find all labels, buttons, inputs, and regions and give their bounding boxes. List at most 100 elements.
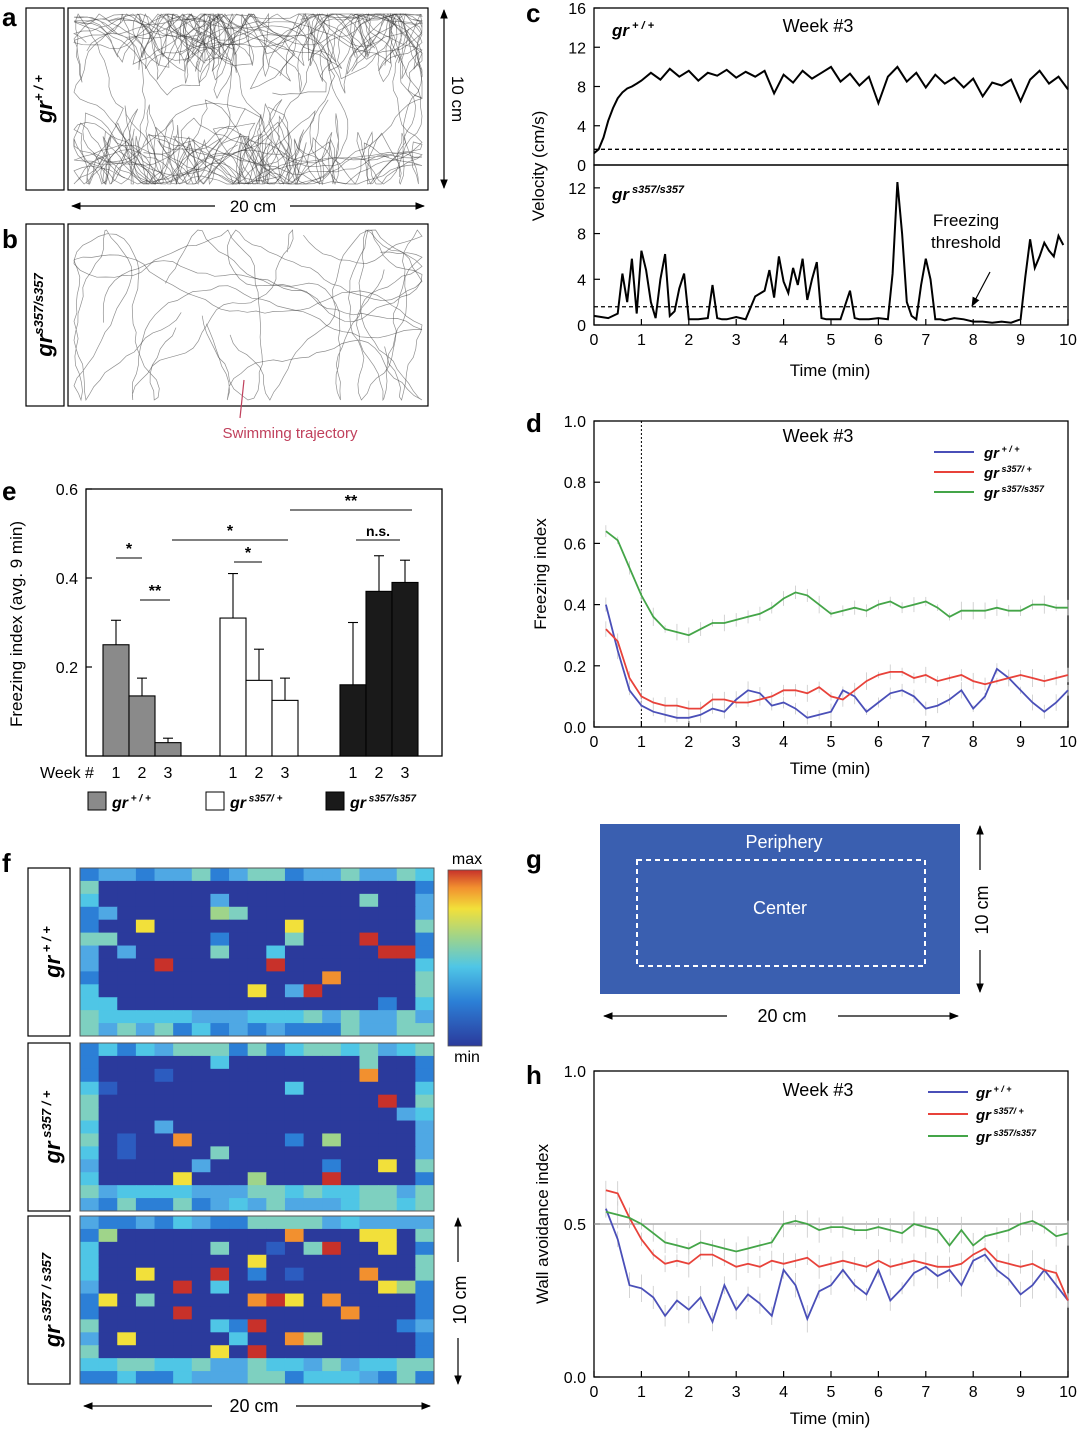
wall-avoidance-x-tick-label: 0 <box>590 1384 599 1401</box>
heatmap-cell <box>378 997 398 1011</box>
heatmap-cell <box>284 1159 305 1173</box>
heatmap-cell <box>229 1358 249 1372</box>
heatmap-cell <box>210 1345 230 1359</box>
heatmap-cell <box>378 1280 398 1295</box>
heatmap-cell <box>191 1332 211 1346</box>
velocity-bottom-y-tick-label: 12 <box>568 181 586 198</box>
heatmap-cell <box>98 1254 118 1269</box>
heatmap-cell <box>154 984 174 998</box>
heatmap-cell <box>154 1293 174 1307</box>
wall-avoidance-x-tick-label: 2 <box>684 1384 693 1401</box>
heatmap-cell <box>415 1185 435 1199</box>
velocity-line-wildtype <box>593 65 1069 154</box>
heatmap-cell <box>154 1254 174 1269</box>
heatmap-cell <box>80 971 100 985</box>
heatmap-cell <box>396 1055 416 1070</box>
bar-week-2 <box>365 590 393 757</box>
heatmap-cell <box>359 1120 379 1134</box>
heatmap-cell <box>154 1055 174 1070</box>
heatmap-cell <box>266 984 286 998</box>
heatmap-cell <box>266 1146 286 1160</box>
heatmap-cell <box>191 1133 211 1147</box>
heatmap-cell <box>303 1198 323 1212</box>
heatmap-cell <box>378 1306 398 1320</box>
heatmap-genotype-box <box>27 1215 71 1385</box>
heatmap-cell <box>135 997 156 1011</box>
heatmap-cell <box>396 1319 416 1333</box>
heatmap-cell <box>229 945 249 959</box>
heatmap-cell <box>247 1280 267 1295</box>
heatmap-cell <box>247 1267 267 1282</box>
heatmap-cell <box>173 1068 193 1083</box>
heatmap-cell <box>415 1010 435 1024</box>
velocity-x-axis-label: Time (min) <box>790 361 871 380</box>
heatmap-cell <box>340 868 360 882</box>
heatmap-cell <box>340 1081 360 1096</box>
heatmap-cell <box>98 1198 118 1212</box>
heatmap-cell <box>266 1133 286 1147</box>
heatmap-cell <box>229 958 249 972</box>
heatmap-cell <box>117 1185 137 1199</box>
center-label: Center <box>753 898 807 918</box>
heatmap-cell <box>378 1055 398 1070</box>
heatmap-cell <box>80 1094 100 1109</box>
heatmap-cell <box>359 932 379 947</box>
heatmap-cell <box>117 945 137 959</box>
heatmap-cell <box>229 880 249 895</box>
heatmap-cell <box>378 1371 398 1385</box>
heatmap-cell <box>135 1332 156 1346</box>
width-label-a: 20 cm <box>230 197 276 216</box>
heatmap-cell <box>340 1319 360 1333</box>
heatmap-cell <box>303 1345 323 1359</box>
heatmap-cell <box>80 906 100 921</box>
freezing-x-tick-label: 9 <box>1016 734 1025 751</box>
heatmap-cell <box>340 958 360 972</box>
heatmap-cell <box>117 880 137 895</box>
heatmap-cell <box>80 1293 100 1307</box>
heatmap-cell <box>284 971 305 985</box>
heatmap-cell <box>359 1267 379 1282</box>
heatmap-cell <box>135 1146 156 1160</box>
bar-week-label: 3 <box>281 765 290 782</box>
heatmap-cell <box>191 971 211 985</box>
heatmap-height-label: 10 cm <box>450 1275 470 1324</box>
heatmap-frame <box>79 867 435 1037</box>
heatmap-cell <box>80 919 100 934</box>
heatmap-cell <box>284 1319 305 1333</box>
heatmap-cell <box>378 868 398 882</box>
heatmap-cell <box>173 919 193 934</box>
heatmap-cell <box>303 880 323 895</box>
heatmap-cell <box>98 1120 118 1134</box>
panel-label-a: a <box>2 2 17 32</box>
heatmap-cell <box>378 1228 398 1243</box>
heatmap-cell <box>191 1228 211 1243</box>
heatmap-cell <box>154 1120 174 1134</box>
heatmap-cell <box>80 880 100 895</box>
heatmap-cell <box>247 1345 267 1359</box>
heatmap-cell <box>229 1172 249 1186</box>
heatmap-cell <box>359 1172 379 1186</box>
velocity-top-y-tick-label: 4 <box>577 119 586 136</box>
annotation-pointer-b <box>239 379 245 419</box>
heatmap-cell <box>135 1228 156 1243</box>
heatmap-cell <box>284 1345 305 1359</box>
heatmap-cell <box>340 1146 360 1160</box>
heatmap-cell <box>359 1319 379 1333</box>
heatmap-cell <box>359 1146 379 1160</box>
heatmap-cell <box>396 906 416 921</box>
heatmap-cell <box>303 1267 323 1282</box>
significance-mark: n.s. <box>366 523 390 539</box>
heatmap-cell <box>173 1306 193 1320</box>
heatmap-cell <box>303 1055 323 1070</box>
colorbar-max-label: max <box>452 851 482 868</box>
trajectory-box-b <box>67 223 429 407</box>
heatmap-cell <box>135 1216 156 1230</box>
heatmap-cell <box>284 984 305 998</box>
heatmap-cell <box>303 1185 323 1199</box>
heatmap-cell <box>322 1120 342 1134</box>
heatmap-cell <box>117 1293 137 1307</box>
velocity-top-y-tick-label: 16 <box>568 1 586 18</box>
heatmap-cell <box>191 1107 211 1122</box>
heatmap-cell <box>210 1107 230 1122</box>
heatmap-cell <box>415 1254 435 1269</box>
